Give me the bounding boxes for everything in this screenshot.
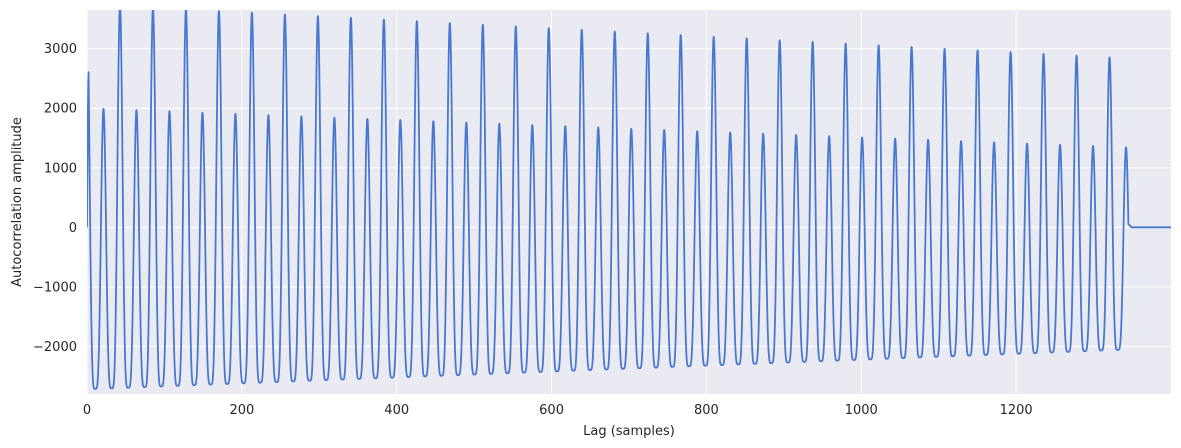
x-tick-label: 1200: [1000, 403, 1033, 418]
x-tick-label: 1000: [845, 403, 878, 418]
x-tick-labels: 0 200 400 600 800 1000 1200: [83, 403, 1033, 418]
y-tick-label: 3000: [44, 42, 77, 57]
x-tick-label: 800: [694, 403, 719, 418]
y-tick-labels: −2000 −1000 0 1000 2000 3000: [33, 42, 77, 355]
x-tick-label: 200: [229, 403, 254, 418]
y-tick-label: −1000: [33, 280, 77, 295]
y-tick-label: −2000: [33, 340, 77, 355]
x-axis-title: Lag (samples): [583, 424, 675, 439]
y-tick-label: 0: [69, 221, 77, 236]
y-axis-title: Autocorrelation amplitude: [10, 117, 25, 287]
x-tick-label: 600: [539, 403, 564, 418]
y-tick-label: 2000: [44, 102, 77, 117]
y-tick-label: 1000: [44, 161, 77, 176]
series-line: [87, 10, 1171, 390]
x-tick-label: 0: [83, 403, 91, 418]
x-tick-label: 400: [384, 403, 409, 418]
